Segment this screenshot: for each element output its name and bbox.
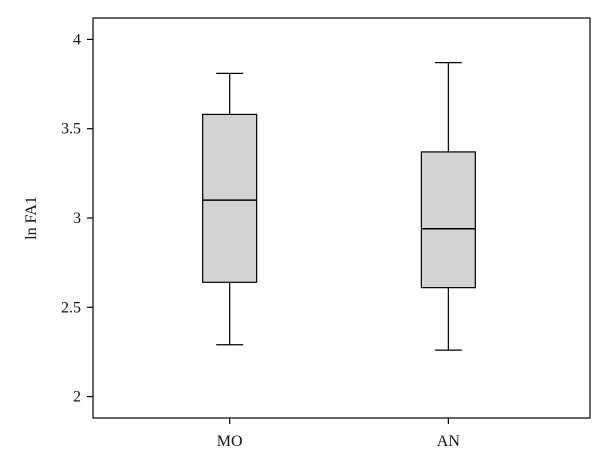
x-axis: MO AN [217,418,461,450]
y-tick-label: 3.5 [61,121,81,138]
iqr-box-mo [202,113,258,283]
y-axis: 2 2.5 3 3.5 4 [61,31,93,406]
boxes [202,62,476,351]
y-tick-label: 2 [73,389,81,406]
x-tick-label-an: AN [437,433,461,450]
y-tick-label: 2.5 [61,299,81,316]
box-an [420,62,476,351]
y-tick-label: 4 [73,31,81,48]
box-mo [202,72,258,346]
y-tick-label: 3 [73,210,81,227]
iqr-box-an [420,151,476,289]
x-tick-label-mo: MO [217,433,243,450]
plot-frame [92,17,591,419]
y-axis-title: ln FA1 [23,196,40,240]
